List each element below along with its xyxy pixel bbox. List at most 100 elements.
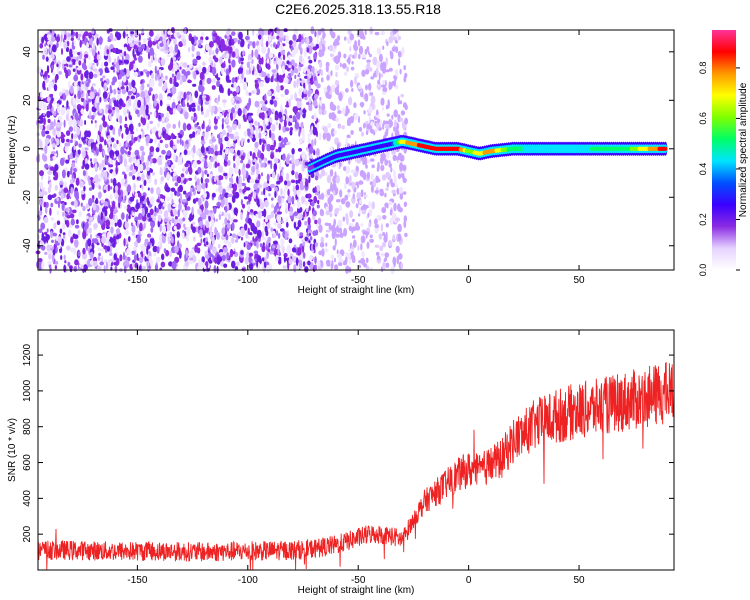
heatmap-noise-cell bbox=[231, 194, 236, 204]
heatmap-noise-cell bbox=[321, 103, 326, 111]
heatmap-noise-cell bbox=[56, 36, 60, 43]
heatmap-noise-cell bbox=[218, 213, 222, 221]
heatmap-noise-cell bbox=[352, 193, 355, 200]
heatmap-noise-cell bbox=[47, 260, 52, 265]
heatmap-noise-cell bbox=[133, 254, 137, 263]
heatmap-noise-cell bbox=[247, 218, 252, 225]
heatmap-noise-cell bbox=[150, 219, 156, 229]
heatmap-noise-cell bbox=[210, 156, 214, 163]
heatmap-noise-cell bbox=[189, 257, 194, 261]
heatmap-noise-cell bbox=[190, 36, 195, 45]
heatmap-noise-cell bbox=[201, 256, 205, 263]
heatmap-noise-cell bbox=[107, 199, 110, 207]
heatmap-noise-cell bbox=[246, 61, 251, 69]
heatmap-noise-cell bbox=[235, 239, 239, 243]
heatmap-noise-cell bbox=[323, 109, 327, 115]
heatmap-noise-cell bbox=[63, 264, 67, 273]
heatmap-noise-cell bbox=[62, 234, 66, 239]
heatmap-noise-cell bbox=[317, 199, 320, 205]
heatmap-noise-cell bbox=[360, 131, 365, 137]
heatmap-noise-cell bbox=[157, 156, 162, 166]
heatmap-noise-cell bbox=[285, 34, 289, 43]
heatmap-noise-cell bbox=[276, 27, 280, 35]
heatmap-noise-cell bbox=[155, 186, 161, 196]
heatmap-noise-cell bbox=[271, 123, 276, 132]
heatmap-noise-cell bbox=[354, 50, 358, 59]
heatmap-noise-cell bbox=[229, 148, 235, 154]
heatmap-noise-cell bbox=[209, 210, 214, 214]
heatmap-noise-cell bbox=[50, 93, 54, 98]
heatmap-noise-cell bbox=[355, 203, 359, 209]
heatmap-noise-cell bbox=[126, 248, 131, 255]
heatmap-noise-cell bbox=[243, 130, 249, 137]
heatmap-noise-cell bbox=[271, 95, 275, 100]
heatmap-noise-cell bbox=[335, 58, 339, 65]
heatmap-noise-cell bbox=[300, 88, 302, 97]
heatmap-noise-cell bbox=[99, 54, 102, 60]
heatmap-noise-cell bbox=[388, 160, 391, 164]
heatmap-noise-cell bbox=[87, 238, 92, 247]
heatmap-noise-cell bbox=[43, 112, 46, 116]
heatmap-noise-cell bbox=[279, 162, 282, 171]
heatmap-noise-cell bbox=[350, 130, 354, 135]
heatmap-noise-cell bbox=[232, 189, 236, 196]
heatmap-noise-cell bbox=[348, 175, 352, 183]
heatmap-noise-cell bbox=[54, 265, 58, 270]
heatmap-noise-cell bbox=[121, 103, 126, 108]
heatmap-noise-cell bbox=[248, 59, 252, 63]
heatmap-noise-cell bbox=[316, 148, 320, 157]
heatmap-noise-cell bbox=[289, 44, 292, 49]
heatmap-noise-cell bbox=[195, 197, 199, 202]
heatmap-noise-cell bbox=[78, 60, 82, 66]
heatmap-noise-cell bbox=[201, 170, 204, 179]
heatmap-noise-cell bbox=[198, 226, 201, 230]
heatmap-noise-cell bbox=[382, 80, 386, 85]
heatmap-noise-cell bbox=[72, 233, 76, 238]
heatmap-noise-cell bbox=[169, 231, 173, 239]
heatmap-noise-cell bbox=[213, 125, 218, 130]
heatmap-noise-cell bbox=[60, 107, 66, 116]
heatmap-noise-cell bbox=[80, 97, 85, 103]
heatmap-noise-cell bbox=[382, 45, 385, 50]
heatmap-noise-cell bbox=[145, 135, 151, 141]
heatmap-noise-cell bbox=[400, 173, 405, 178]
heatmap-noise-cell bbox=[328, 44, 334, 52]
heatmap-noise-cell bbox=[217, 243, 221, 249]
heatmap-noise-cell bbox=[196, 122, 199, 126]
heatmap-noise-cell bbox=[153, 52, 157, 59]
heatmap-noise-cell bbox=[270, 76, 274, 82]
heatmap-noise-cell bbox=[381, 174, 387, 181]
heatmap-noise-cell bbox=[88, 187, 93, 191]
heatmap-noise-cell bbox=[56, 220, 61, 226]
heatmap-noise-cell bbox=[146, 122, 150, 130]
heatmap-noise-cell bbox=[37, 120, 43, 124]
heatmap-noise-cell bbox=[348, 96, 353, 106]
heatmap-noise-cell bbox=[82, 159, 86, 168]
heatmap-noise-cell bbox=[313, 76, 317, 82]
heatmap-noise-cell bbox=[119, 49, 123, 53]
snr-plot-area bbox=[38, 330, 674, 570]
heatmap-noise-cell bbox=[258, 73, 262, 77]
heatmap-noise-cell bbox=[314, 192, 320, 196]
heatmap-noise-cell bbox=[216, 97, 219, 105]
heatmap-noise-cell bbox=[185, 140, 189, 145]
heatmap-noise-cell bbox=[404, 117, 408, 125]
heatmap-ridge-core bbox=[663, 146, 668, 151]
heatmap-noise-cell bbox=[171, 73, 175, 78]
heatmap-noise-cell bbox=[262, 237, 267, 241]
heatmap-noise-cell bbox=[205, 131, 209, 138]
heatmap-noise-cell bbox=[92, 64, 96, 68]
heatmap-noise-cell bbox=[125, 238, 128, 245]
heatmap-noise-cell bbox=[360, 257, 365, 264]
heatmap-noise-cell bbox=[395, 46, 399, 54]
x-tick-label: 50 bbox=[573, 575, 585, 586]
heatmap-noise-cell bbox=[72, 45, 76, 50]
heatmap-noise-cell bbox=[165, 154, 168, 161]
heatmap-noise-cell bbox=[70, 166, 73, 176]
heatmap-noise-cell bbox=[149, 111, 153, 115]
heatmap-noise-cell bbox=[214, 226, 218, 235]
heatmap-noise-cell bbox=[269, 183, 275, 189]
heatmap-noise-cell bbox=[241, 203, 246, 209]
heatmap-noise-cell bbox=[104, 107, 109, 115]
heatmap-noise-cell bbox=[99, 136, 104, 143]
